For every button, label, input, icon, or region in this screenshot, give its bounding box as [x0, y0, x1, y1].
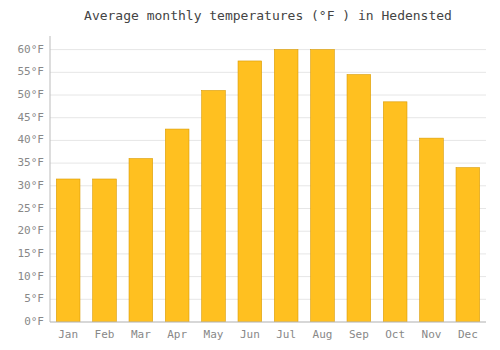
bar	[202, 90, 226, 322]
grid-line	[50, 49, 486, 50]
y-tick-label: 20°F	[18, 224, 45, 237]
y-tick-label: 60°F	[18, 43, 45, 56]
x-tick-label: Nov	[422, 328, 442, 341]
chart: Average monthly temperatures (°F ) in He…	[0, 0, 500, 350]
x-tick-label: Jun	[240, 328, 260, 341]
y-tick-label: 45°F	[18, 111, 45, 124]
x-tick-label: Mar	[131, 328, 151, 341]
x-tick-label: Feb	[95, 328, 115, 341]
bar	[274, 50, 298, 322]
bar	[56, 179, 80, 322]
x-tick-label: May	[204, 328, 224, 341]
bar	[456, 168, 480, 322]
grid-line	[50, 72, 486, 73]
y-axis-line	[50, 36, 51, 322]
grid-line	[50, 95, 486, 96]
x-tick-label: Jul	[276, 328, 296, 341]
x-tick-label: Aug	[313, 328, 333, 341]
bar	[165, 129, 189, 322]
bar	[129, 159, 153, 322]
x-tick-label: Apr	[167, 328, 187, 341]
x-tick-label: Oct	[385, 328, 405, 341]
x-tick-label: Dec	[458, 328, 478, 341]
y-tick-label: 55°F	[18, 65, 45, 78]
bar	[383, 102, 407, 322]
y-tick-label: 10°F	[18, 270, 45, 283]
y-tick-label: 35°F	[18, 156, 45, 169]
bar	[420, 138, 444, 322]
page: {"chart_data": {"type": "bar", "title": …	[0, 0, 500, 350]
bar	[347, 75, 371, 322]
y-tick-label: 15°F	[18, 247, 45, 260]
y-axis: 0°F 5°F 10°F 15°F 20°F 25°F 30°F 35°F 40°F 45°F 50…	[18, 43, 487, 328]
y-tick-label: 25°F	[18, 202, 45, 215]
y-tick-label: 30°F	[18, 179, 45, 192]
grid-line	[50, 322, 486, 323]
x-tick-label: Sep	[349, 328, 369, 341]
y-tick-label: 5°F	[24, 292, 44, 305]
bars	[56, 50, 479, 322]
y-tick-label: 50°F	[18, 88, 45, 101]
bar	[93, 179, 117, 322]
title: Average monthly temperatures (°F ) in He…	[84, 8, 452, 23]
x-axis: Jan Feb Mar Apr May Jun Jul Aug Sep Oct Nov Dec	[58, 328, 478, 341]
x-axis-line	[50, 322, 486, 323]
bar	[238, 61, 262, 322]
y-tick-label: 40°F	[18, 133, 45, 146]
bar	[311, 50, 335, 322]
grid-line	[50, 117, 486, 118]
x-tick-label: Jan	[58, 328, 78, 341]
y-tick-label: 0°F	[24, 315, 44, 328]
